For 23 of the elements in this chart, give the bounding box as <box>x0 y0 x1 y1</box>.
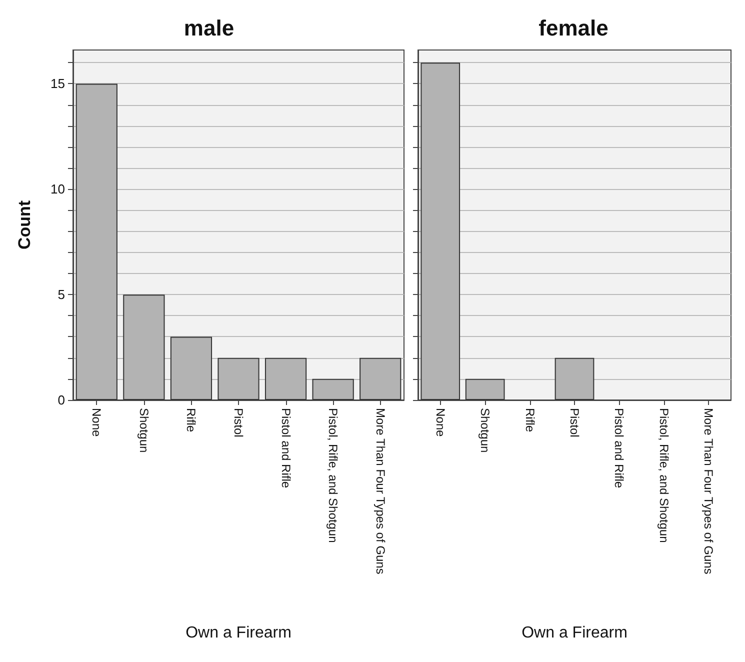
x-tick-label: Rifle <box>522 408 537 432</box>
x-tick-label: Pistol <box>568 408 582 438</box>
y-tick-label: 5 <box>58 287 65 302</box>
x-tick-label: Pistol and Rifle <box>612 408 626 488</box>
x-tick-label: More Than Four Types of Guns <box>702 408 716 574</box>
x-tick-label: Rifle <box>184 408 198 432</box>
chart-title: female <box>538 16 608 40</box>
x-axis-title: Own a Firearm <box>186 624 292 642</box>
x-axis-title: Own a Firearm <box>522 624 628 642</box>
x-tick-label: Shotgun <box>478 408 492 453</box>
x-tick-label: None <box>433 408 448 438</box>
y-tick-label: 10 <box>50 182 65 197</box>
x-tick-label: Pistol, Rifle, and Shotgun <box>656 408 671 543</box>
y-axis-title: Count <box>15 200 34 250</box>
chart-title: male <box>184 16 234 40</box>
y-tick-label: 15 <box>50 76 65 92</box>
x-tick-label: Pistol <box>232 408 246 438</box>
y-tick-label: 0 <box>58 392 65 408</box>
x-tick-label: Shotgun <box>136 408 151 453</box>
x-tick-label: Pistol, Rifle, and Shotgun <box>326 408 340 543</box>
x-tick-label: Pistol and Rifle <box>278 408 293 488</box>
x-tick-label: More Than Four Types of Guns <box>373 408 388 574</box>
x-tick-label: None <box>90 408 104 438</box>
